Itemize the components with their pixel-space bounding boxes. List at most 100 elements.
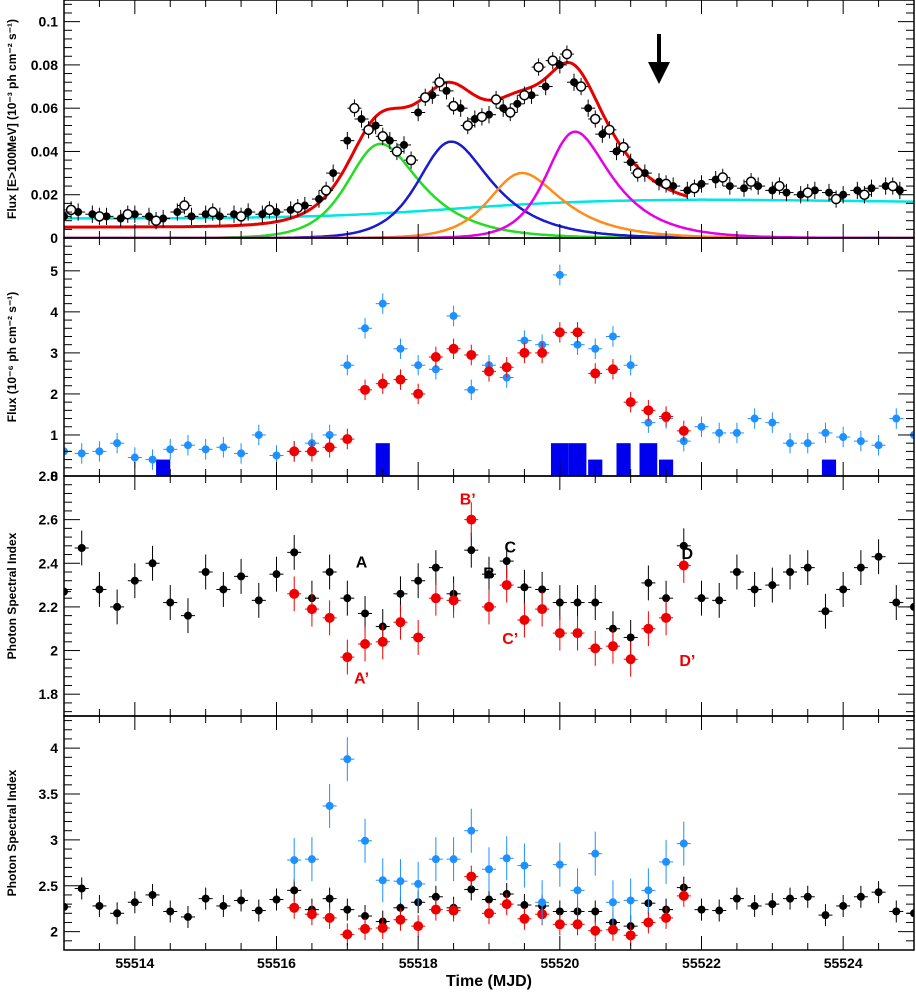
data-point [307, 855, 316, 864]
data-point [786, 568, 795, 576]
data-point [607, 364, 618, 375]
data-point [430, 352, 441, 362]
data-point [715, 596, 724, 605]
data-point [201, 445, 210, 454]
data-point [625, 930, 636, 941]
y-tick-label: 4 [50, 304, 58, 320]
data-point [591, 907, 600, 916]
data-point [329, 169, 338, 178]
data-point [572, 327, 583, 338]
x-axis-label: Time (MJD) [446, 973, 532, 990]
data-point [768, 186, 777, 195]
data-point [892, 414, 901, 423]
data-point [484, 366, 494, 377]
data-point [520, 861, 529, 870]
data-point [501, 899, 512, 910]
data-point [786, 894, 795, 903]
data-point [215, 212, 224, 221]
data-point [272, 895, 281, 904]
data-point [874, 888, 883, 897]
data-point [584, 104, 593, 113]
data-point [64, 212, 68, 221]
data-point [94, 211, 105, 222]
point-annotation: B’ [460, 491, 476, 508]
data-point [148, 890, 157, 899]
data-point [555, 270, 564, 279]
data-point [77, 449, 86, 458]
data-point [537, 604, 548, 615]
x-tick-label: 55514 [115, 955, 154, 971]
data-point [466, 514, 477, 525]
y-tick-label: 3.5 [39, 786, 59, 802]
data-point [237, 572, 246, 581]
data-point [519, 89, 530, 101]
data-point [325, 801, 334, 810]
y-tick-label: 1.8 [39, 686, 59, 702]
data-point [183, 912, 192, 921]
data-point [754, 182, 763, 191]
data-point [555, 598, 564, 607]
point-annotation: D [682, 546, 694, 563]
y-tick-label: 0.06 [31, 100, 58, 116]
data-point [254, 596, 263, 605]
data-point [867, 184, 876, 193]
y-tick-label: 2.4 [39, 555, 59, 571]
data-point [661, 411, 672, 422]
arrow-icon [648, 62, 670, 84]
data-point [289, 446, 300, 457]
data-point [572, 628, 583, 639]
data-point [306, 446, 317, 457]
data-point [547, 55, 558, 66]
data-point [420, 92, 431, 103]
data-point [573, 340, 582, 349]
data-point [166, 907, 175, 916]
data-point [377, 378, 388, 389]
data-point [859, 189, 870, 200]
data-point [802, 187, 813, 198]
data-point [626, 361, 635, 370]
data-point [554, 327, 565, 338]
data-point [555, 860, 564, 869]
data-point [803, 563, 812, 572]
data-point [591, 344, 600, 353]
data-point [750, 414, 759, 423]
data-point [484, 601, 494, 612]
data-point [661, 612, 672, 623]
data-point [590, 925, 601, 936]
data-point [467, 546, 476, 555]
bar [639, 443, 658, 476]
data-point [395, 374, 406, 385]
data-point [371, 121, 380, 130]
data-point [150, 215, 162, 226]
data-point [377, 636, 388, 647]
data-point [430, 593, 441, 604]
y-tick-label: 0.02 [31, 187, 58, 203]
data-point [662, 857, 671, 866]
data-point [575, 81, 587, 92]
data-point [219, 901, 228, 910]
data-point [856, 563, 865, 572]
data-point [235, 211, 247, 222]
data-point [77, 544, 86, 552]
point-annotation: B [483, 566, 495, 583]
data-point [289, 588, 300, 599]
data-point [391, 146, 403, 157]
data-point [113, 439, 122, 448]
y-tick-label: 2 [50, 386, 58, 402]
y-axis-label: Flux [E>100MeV] (10⁻³ ph cm⁻² s⁻¹) [5, 19, 19, 219]
x-tick-label: 55524 [824, 955, 863, 971]
y-tick-label: 2 [50, 924, 58, 940]
data-point [413, 632, 424, 643]
data-point [538, 585, 547, 594]
data-point [448, 343, 459, 354]
data-point [740, 184, 748, 193]
data-point [839, 585, 848, 594]
data-point [467, 385, 476, 394]
data-point [272, 570, 281, 579]
data-point [839, 901, 848, 910]
point-annotation: A [356, 555, 368, 572]
data-point [484, 908, 494, 919]
data-point [431, 855, 440, 864]
data-point [643, 623, 654, 634]
